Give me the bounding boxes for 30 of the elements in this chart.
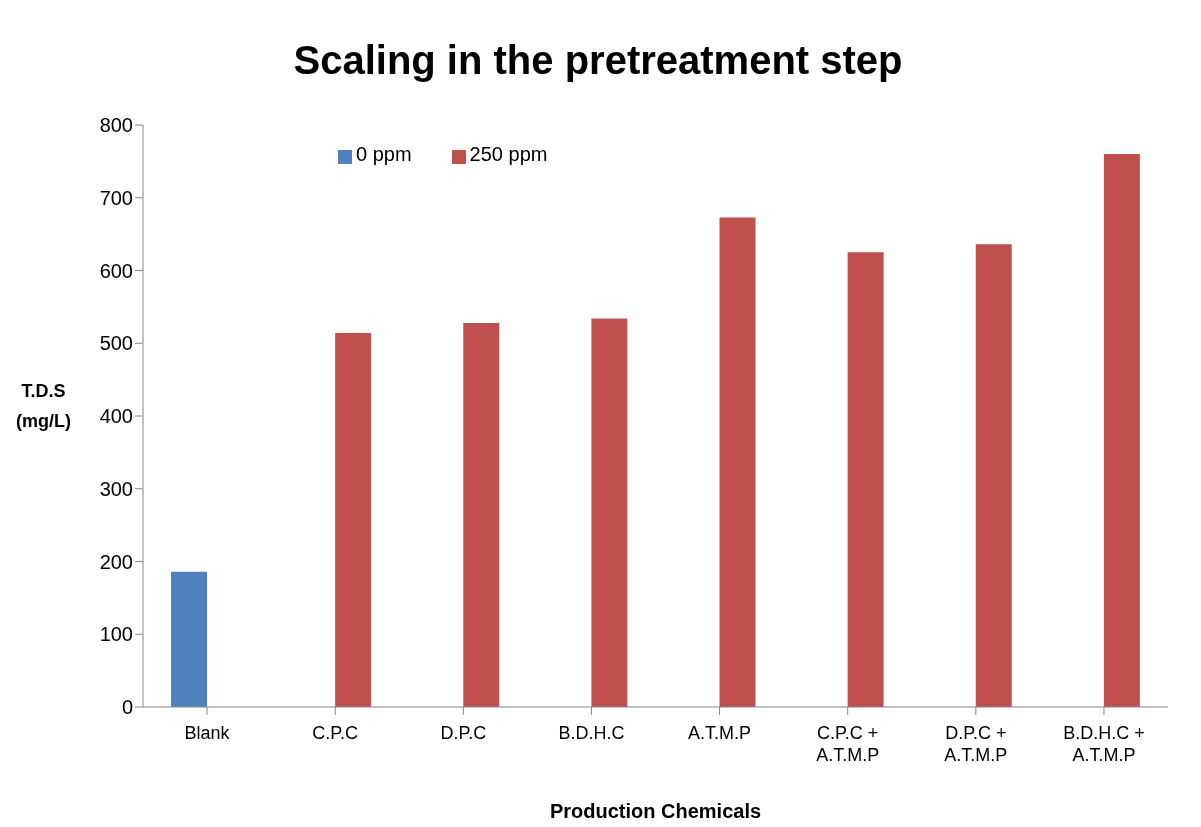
bar — [847, 252, 884, 707]
y-axis-title: T.D.S (mg/L) — [16, 380, 71, 433]
x-tick-label: D.P.C — [440, 723, 487, 743]
x-tick-label: B.D.H.C — [558, 723, 625, 743]
y-tick-label: 300 — [99, 477, 133, 500]
bar — [463, 322, 500, 707]
legend-label: 250 ppm — [469, 143, 548, 165]
y-tick-label: 800 — [99, 114, 133, 137]
bar — [171, 571, 207, 707]
y-tick-label: 500 — [99, 332, 133, 355]
x-tick-label: Blank — [184, 723, 231, 743]
y-tick-label: 600 — [99, 259, 133, 282]
y-tick-label: 400 — [99, 405, 133, 428]
x-tick-label: A.T.M.P — [688, 723, 752, 743]
chart-title: Scaling in the pretreatment step — [292, 38, 904, 83]
bar — [975, 244, 1012, 707]
x-tick-label: C.P.C + A.T.M.P — [816, 723, 880, 765]
bar — [719, 217, 756, 707]
bar — [335, 333, 372, 707]
y-tick-label: 200 — [99, 550, 133, 573]
x-tick-label: C.P.C — [312, 723, 359, 743]
bar — [591, 318, 628, 707]
x-tick-label: D.P.C + A.T.M.P — [944, 723, 1008, 765]
bar — [1103, 154, 1140, 707]
y-tick-label: 100 — [99, 623, 133, 646]
legend-label: 0 ppm — [356, 143, 412, 165]
x-tick-label: B.D.H.C + A.T.M.P — [1063, 723, 1145, 765]
y-tick-label: 700 — [99, 186, 133, 209]
x-axis-title: Production Chemicals — [548, 800, 763, 823]
y-tick-label: 0 — [121, 696, 133, 719]
